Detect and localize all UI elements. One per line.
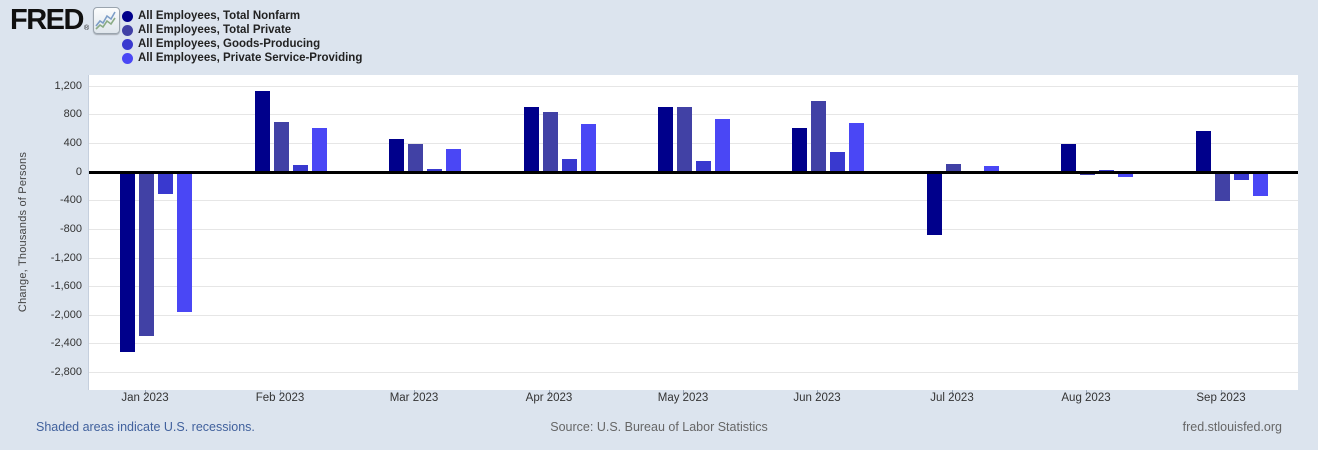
legend-item-label: All Employees, Total Private: [138, 24, 292, 36]
bar: [984, 165, 999, 171]
y-tick-label: -1,200: [50, 251, 82, 264]
zero-line: [89, 170, 1298, 174]
x-tick: [145, 390, 146, 396]
bar: [1253, 173, 1268, 196]
bar: [1118, 173, 1133, 177]
y-tick-label: -2,400: [50, 337, 82, 350]
bar: [389, 139, 404, 171]
legend-item[interactable]: All Employees, Private Service-Providing: [122, 51, 362, 65]
gridline: [89, 257, 1298, 259]
bar: [1196, 130, 1211, 171]
gridline: [89, 228, 1298, 230]
y-tick-label: -800: [59, 222, 82, 235]
x-tick-label: Mar 2023: [389, 392, 439, 404]
y-tick-label: -400: [59, 194, 82, 207]
legend-item-label: All Employees, Goods-Producing: [138, 38, 321, 50]
bar: [1080, 173, 1095, 175]
bar: [427, 168, 442, 171]
bar: [1061, 143, 1076, 171]
bar: [158, 173, 173, 194]
x-tick-label: Aug 2023: [1061, 392, 1111, 404]
footer: Shaded areas indicate U.S. recessions. S…: [0, 406, 1318, 450]
bar: [543, 111, 558, 171]
x-tick-label: Sep 2023: [1196, 392, 1246, 404]
x-tick: [952, 390, 953, 396]
fred-logo-text: FRED: [10, 4, 84, 36]
source-note: Source: U.S. Bureau of Labor Statistics: [550, 420, 768, 434]
y-tick-label: -1,600: [50, 280, 82, 293]
y-tick-label: 800: [63, 108, 82, 121]
gridline: [89, 114, 1298, 116]
gridline: [89, 286, 1298, 288]
y-tick-label: 400: [63, 137, 82, 149]
x-tick: [1086, 390, 1087, 396]
bar: [830, 151, 845, 171]
legend-dot-icon: [122, 52, 133, 64]
bar: [696, 160, 711, 171]
bar: [274, 121, 289, 171]
y-tick-label: 0: [75, 165, 82, 178]
recession-note-link[interactable]: Shaded areas indicate U.S. recessions.: [36, 420, 255, 434]
legend-dot-icon: [122, 24, 133, 36]
x-tick-label: Apr 2023: [525, 392, 573, 404]
bar: [1234, 173, 1249, 180]
bar: [792, 127, 807, 171]
legend-item[interactable]: All Employees, Total Nonfarm: [122, 9, 362, 23]
bar: [562, 158, 577, 171]
sparkline-chart-icon: [93, 7, 121, 34]
x-tick-label: Feb 2023: [255, 392, 305, 404]
x-tick: [817, 390, 818, 396]
bar: [255, 90, 270, 171]
x-tick-label: May 2023: [657, 392, 709, 404]
plot-area: [88, 75, 1298, 390]
fred-logo[interactable]: FRED ®: [10, 4, 121, 36]
bar: [524, 106, 539, 171]
bar: [946, 163, 961, 171]
bar: [446, 149, 461, 171]
bar: [1215, 173, 1230, 201]
gridline: [89, 85, 1298, 87]
x-tick: [1221, 390, 1222, 396]
y-tick-label: -2,800: [50, 366, 82, 379]
gridline: [89, 343, 1298, 345]
bar: [139, 173, 154, 336]
y-tick-label: -2,000: [50, 308, 82, 321]
gridline: [89, 372, 1298, 374]
x-tick: [280, 390, 281, 396]
gridline: [89, 200, 1298, 202]
x-tick: [414, 390, 415, 396]
bar: [293, 165, 308, 171]
legend-item[interactable]: All Employees, Goods-Producing: [122, 37, 362, 51]
bar: [581, 124, 596, 171]
fred-site-link[interactable]: fred.stlouisfed.org: [1182, 420, 1282, 434]
bar: [677, 107, 692, 171]
bar: [658, 107, 673, 171]
x-tick-label: Jan 2023: [121, 392, 169, 404]
bar: [927, 173, 942, 236]
legend: All Employees, Total Nonfarm All Employee…: [122, 9, 362, 65]
bar: [715, 118, 730, 171]
legend-item[interactable]: All Employees, Total Private: [122, 23, 362, 37]
legend-item-label: All Employees, Private Service-Providing: [138, 52, 363, 64]
bar: [1099, 169, 1114, 171]
bar: [312, 127, 327, 171]
legend-dot-icon: [122, 38, 133, 50]
gridline: [89, 314, 1298, 316]
bar: [177, 173, 192, 312]
legend-dot-icon: [122, 10, 133, 22]
bar: [120, 173, 135, 353]
gridline: [89, 143, 1298, 144]
y-tick-label: 1,200: [54, 79, 82, 92]
x-tick-label: Jul 2023: [930, 392, 974, 404]
bar: [408, 144, 423, 171]
legend-item-label: All Employees, Total Nonfarm: [138, 10, 301, 22]
bar: [811, 101, 826, 171]
x-tick-label: Jun 2023: [793, 392, 841, 404]
registered-trademark-icon: ®: [83, 25, 90, 32]
bar: [849, 122, 864, 171]
x-tick: [549, 390, 550, 396]
x-tick: [683, 390, 684, 396]
